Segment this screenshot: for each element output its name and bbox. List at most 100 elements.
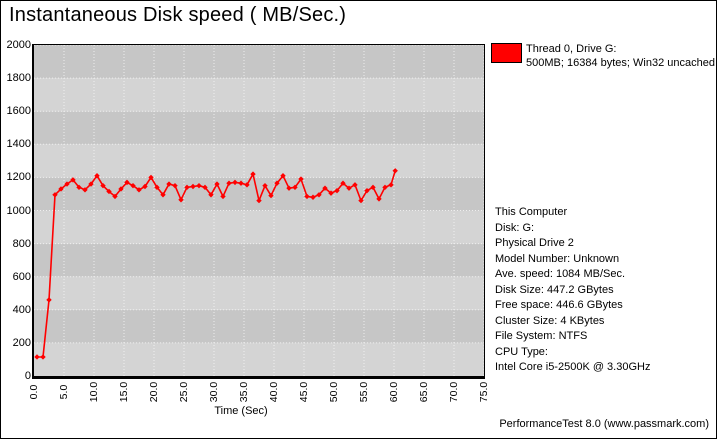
x-tick-label: 75.0 <box>478 381 490 403</box>
x-tick-label: 65.0 <box>418 381 430 403</box>
x-tick-label: 40.0 <box>268 381 280 403</box>
data-point-marker <box>88 181 94 187</box>
x-tick-label: 25.0 <box>178 381 190 403</box>
data-point-marker <box>154 184 160 191</box>
data-point-marker <box>358 197 364 204</box>
y-tick-label: 0 <box>24 370 31 382</box>
y-tick-label: 1800 <box>6 72 31 85</box>
data-point-marker <box>352 182 358 188</box>
x-tick-label: 55.0 <box>358 381 370 403</box>
x-tick-label: 45.0 <box>298 381 310 403</box>
plot-band <box>34 309 484 343</box>
y-tick-label: 1400 <box>6 138 31 151</box>
data-point-marker <box>226 180 232 186</box>
y-tick-label: 1600 <box>6 105 31 118</box>
y-tick-label: 400 <box>12 303 31 316</box>
info-line: Disk: G: <box>495 221 535 234</box>
plot-band <box>34 111 484 145</box>
data-point-marker <box>118 186 124 192</box>
data-point-marker <box>160 192 166 198</box>
data-point-marker <box>172 182 178 189</box>
data-point-marker <box>64 181 70 187</box>
data-point-marker <box>262 182 268 189</box>
data-point-marker <box>292 184 298 191</box>
data-point-marker <box>238 180 244 186</box>
data-point-marker <box>34 354 40 360</box>
data-point-marker <box>76 184 82 191</box>
y-tick-label: 800 <box>12 237 31 250</box>
plot-band <box>34 144 484 178</box>
data-point-marker <box>196 182 202 189</box>
data-point-marker <box>322 185 328 191</box>
info-line: Disk Size: 447.2 GBytes <box>495 283 614 296</box>
x-tick-label: 70.0 <box>448 381 460 403</box>
x-tick-label: 35.0 <box>238 381 250 403</box>
app-watermark: PerformanceTest 8.0 (www.passmark.com) <box>499 418 709 430</box>
data-point-marker <box>58 186 64 192</box>
data-point-marker <box>298 176 304 182</box>
y-tick-label: 1000 <box>6 204 31 217</box>
x-tick-label: 50.0 <box>328 381 340 403</box>
data-point-marker <box>388 182 394 188</box>
data-point-marker <box>208 192 214 198</box>
x-tick-label: 5.0 <box>58 384 70 400</box>
plot-band <box>34 243 484 277</box>
plot-band <box>34 276 484 310</box>
data-point-marker <box>310 194 316 200</box>
plot-band <box>34 78 484 112</box>
data-point-marker <box>112 193 118 200</box>
disk-speed-line-chart <box>34 45 484 376</box>
data-point-marker <box>286 185 292 191</box>
data-point-marker <box>340 180 346 186</box>
data-point-marker <box>280 173 286 179</box>
data-point-marker <box>244 182 250 188</box>
plot-band <box>34 210 484 244</box>
data-point-marker <box>106 188 112 195</box>
info-line: Cluster Size: 4 KBytes <box>495 314 605 327</box>
data-point-marker <box>304 193 310 200</box>
data-point-marker <box>130 182 136 189</box>
legend-series-name: Thread 0, Drive G: <box>526 43 617 55</box>
data-point-marker <box>274 180 280 186</box>
y-tick-label: 600 <box>12 270 31 283</box>
data-point-marker <box>214 181 220 187</box>
data-point-marker <box>256 197 262 204</box>
data-point-marker <box>136 187 142 193</box>
legend-color-swatch <box>491 43 522 63</box>
plot-area <box>32 44 485 379</box>
x-tick-label: 20.0 <box>148 381 160 403</box>
data-point-marker <box>142 183 148 190</box>
data-point-marker <box>184 184 190 191</box>
plot-band <box>34 45 484 79</box>
info-line: Intel Core i5-2500K @ 3.30GHz <box>495 361 651 373</box>
data-point-marker <box>316 192 322 198</box>
chart-title: Instantaneous Disk speed ( MB/Sec.) <box>9 4 347 26</box>
y-tick-label: 1200 <box>6 171 31 184</box>
x-tick-label: 60.0 <box>388 381 400 403</box>
data-point-marker <box>346 185 352 191</box>
x-tick-label: 10.0 <box>88 381 100 403</box>
data-point-marker <box>220 193 226 200</box>
system-info-panel: This Computer Disk: G: Physical Drive 2 Mod… <box>495 205 650 376</box>
data-point-marker <box>376 196 382 202</box>
info-line: Physical Drive 2 <box>495 237 574 249</box>
info-line: CPU Type: <box>495 345 548 358</box>
data-point-marker <box>232 179 238 186</box>
data-point-marker <box>250 171 256 177</box>
x-axis-title: Time (Sec) <box>214 405 268 417</box>
data-point-marker <box>334 187 340 194</box>
data-point-marker <box>178 197 184 203</box>
data-point-marker <box>82 187 88 193</box>
data-point-marker <box>268 192 274 199</box>
data-point-marker <box>190 183 196 190</box>
data-point-marker <box>166 181 172 187</box>
y-tick-label: 2000 <box>6 39 31 51</box>
info-line: Model Number: Unknown <box>495 252 620 265</box>
info-line: File System: NTFS <box>495 330 588 342</box>
legend-series-description: 500MB; 16384 bytes; Win32 uncached <box>526 57 715 69</box>
x-tick-label: 15.0 <box>118 381 130 403</box>
data-point-marker <box>370 184 376 191</box>
plot-band <box>34 342 484 376</box>
info-line: Free space: 446.6 GBytes <box>495 299 623 311</box>
data-point-marker <box>202 184 208 191</box>
